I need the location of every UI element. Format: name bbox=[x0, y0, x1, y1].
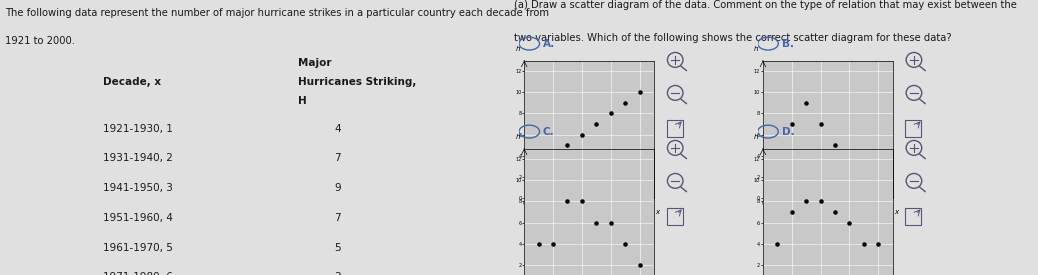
Point bbox=[588, 220, 604, 225]
Text: B.: B. bbox=[782, 39, 794, 49]
Point bbox=[574, 132, 591, 137]
Text: h: h bbox=[516, 134, 520, 140]
Point bbox=[602, 220, 619, 225]
Point bbox=[559, 199, 576, 204]
Point bbox=[617, 101, 633, 105]
Point bbox=[813, 122, 829, 126]
Point bbox=[769, 153, 786, 158]
Point bbox=[588, 122, 604, 126]
Point bbox=[530, 241, 547, 246]
Point bbox=[826, 143, 843, 147]
Text: A.: A. bbox=[543, 39, 555, 49]
Text: 1921-1930, 1: 1921-1930, 1 bbox=[103, 124, 172, 134]
Text: 3: 3 bbox=[334, 272, 340, 275]
Text: D.: D. bbox=[782, 126, 794, 137]
Point bbox=[545, 153, 562, 158]
Text: 1941-1950, 3: 1941-1950, 3 bbox=[103, 183, 172, 193]
Text: h: h bbox=[755, 46, 759, 52]
Point bbox=[631, 263, 648, 267]
Point bbox=[798, 101, 815, 105]
Text: H: H bbox=[298, 96, 307, 106]
Point bbox=[841, 220, 857, 225]
Point bbox=[855, 153, 872, 158]
Point bbox=[631, 90, 648, 94]
Point bbox=[870, 153, 886, 158]
Text: 7: 7 bbox=[334, 153, 340, 163]
Point bbox=[798, 199, 815, 204]
Text: 1921 to 2000.: 1921 to 2000. bbox=[5, 36, 75, 46]
Text: Hurricanes Striking,: Hurricanes Striking, bbox=[298, 77, 416, 87]
Point bbox=[530, 175, 547, 179]
Text: h: h bbox=[755, 134, 759, 140]
Text: 4: 4 bbox=[334, 124, 340, 134]
Point bbox=[826, 210, 843, 214]
Text: 1931-1940, 2: 1931-1940, 2 bbox=[103, 153, 172, 163]
Text: 7: 7 bbox=[334, 213, 340, 223]
Point bbox=[769, 241, 786, 246]
Text: 5: 5 bbox=[334, 243, 340, 252]
Point bbox=[784, 122, 800, 126]
Point bbox=[545, 241, 562, 246]
Text: x: x bbox=[894, 209, 898, 215]
Point bbox=[855, 241, 872, 246]
Text: x: x bbox=[655, 209, 659, 215]
Point bbox=[813, 199, 829, 204]
Point bbox=[784, 210, 800, 214]
Text: 1971-1980, 6: 1971-1980, 6 bbox=[103, 272, 172, 275]
Text: 1951-1960, 4: 1951-1960, 4 bbox=[103, 213, 172, 223]
Point bbox=[870, 241, 886, 246]
Text: 1961-1970, 5: 1961-1970, 5 bbox=[103, 243, 172, 252]
Point bbox=[617, 241, 633, 246]
Text: Major: Major bbox=[298, 58, 331, 68]
Text: C.: C. bbox=[543, 126, 554, 137]
Text: Decade, x: Decade, x bbox=[103, 77, 161, 87]
Text: The following data represent the number of major hurricane strikes in a particul: The following data represent the number … bbox=[5, 8, 549, 18]
Point bbox=[559, 143, 576, 147]
Point bbox=[841, 164, 857, 169]
Text: (a) Draw a scatter diagram of the data. Comment on the type of relation that may: (a) Draw a scatter diagram of the data. … bbox=[514, 0, 1016, 10]
Text: 9: 9 bbox=[334, 183, 340, 193]
Text: two variables. Which of the following shows the correct scatter diagram for thes: two variables. Which of the following sh… bbox=[514, 33, 952, 43]
Point bbox=[602, 111, 619, 116]
Point bbox=[574, 199, 591, 204]
Text: h: h bbox=[516, 46, 520, 52]
